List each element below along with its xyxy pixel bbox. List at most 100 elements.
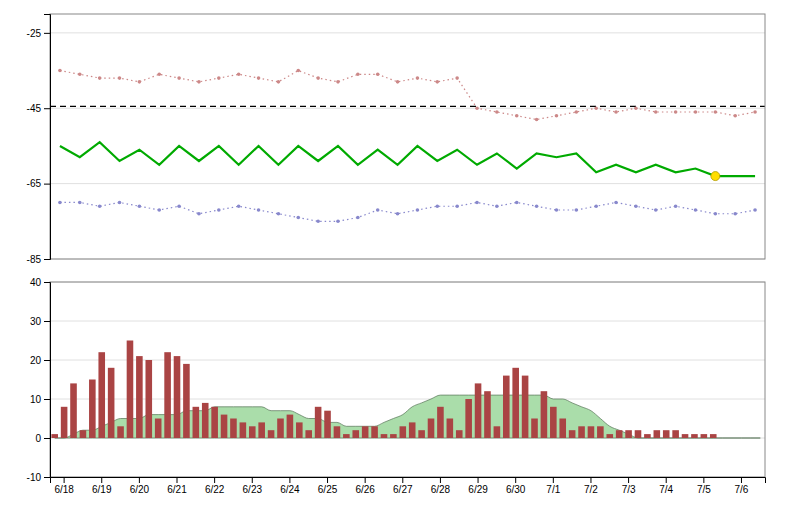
bar xyxy=(409,422,416,438)
x-tick-label: 6/24 xyxy=(280,484,300,495)
y-tick-mark xyxy=(44,399,50,400)
bar xyxy=(51,434,58,438)
bar xyxy=(588,426,595,438)
line-marker xyxy=(138,80,142,84)
bar xyxy=(258,422,265,438)
bar xyxy=(494,426,501,438)
line-marker xyxy=(495,204,499,208)
axis-domain xyxy=(44,283,51,478)
x-tick: 6/26 xyxy=(355,477,375,495)
bar xyxy=(701,434,708,438)
bar xyxy=(211,407,218,438)
bar xyxy=(315,407,322,438)
y-tick-label: 20 xyxy=(30,355,42,366)
x-tick: 6/24 xyxy=(280,477,300,495)
line-marker xyxy=(654,110,658,114)
line-marker xyxy=(674,204,678,208)
x-tick: 7/6 xyxy=(735,477,749,495)
y-tick-label: -10 xyxy=(27,472,42,483)
bar xyxy=(559,419,566,439)
line-marker xyxy=(594,106,598,110)
bar xyxy=(352,430,359,438)
bar xyxy=(447,419,454,439)
x-tick: 7/2 xyxy=(584,477,598,495)
line-marker xyxy=(177,76,181,80)
line-marker xyxy=(575,208,579,212)
bar xyxy=(550,407,557,438)
bar xyxy=(512,368,519,438)
line-marker xyxy=(753,110,757,114)
y-tick: 10 xyxy=(30,394,50,405)
bar xyxy=(287,415,294,438)
x-tick-mark xyxy=(741,477,742,483)
grid-line xyxy=(50,32,765,33)
line-marker xyxy=(98,204,102,208)
x-tick-mark xyxy=(553,477,554,483)
grid xyxy=(50,33,765,259)
y-axis: -85-65-45-25 xyxy=(27,15,51,265)
bar xyxy=(268,430,275,438)
grid xyxy=(50,282,765,477)
x-tick-label: 6/19 xyxy=(92,484,112,495)
bar xyxy=(428,419,435,439)
x-tick-label: 7/6 xyxy=(735,484,749,495)
line-marker xyxy=(217,76,221,80)
bar xyxy=(606,434,613,438)
line-marker xyxy=(118,201,122,205)
y-tick-label: 40 xyxy=(30,277,42,288)
bar xyxy=(748,438,755,439)
line-marker xyxy=(416,76,420,80)
line-marker xyxy=(435,204,439,208)
x-tick-label: 6/27 xyxy=(393,484,413,495)
y-tick-mark xyxy=(44,360,50,361)
bar xyxy=(437,407,444,438)
x-tick-label: 6/25 xyxy=(318,484,338,495)
bar xyxy=(343,434,350,438)
y-tick-mark xyxy=(44,282,50,283)
plot-frame xyxy=(50,282,765,477)
x-tick: 6/23 xyxy=(243,477,263,495)
x-tick-mark xyxy=(666,477,667,483)
x-tick: 7/3 xyxy=(622,477,636,495)
line-marker xyxy=(257,76,261,80)
bar xyxy=(682,434,689,438)
grid-line xyxy=(50,321,765,322)
x-tick-mark xyxy=(177,477,178,483)
bar xyxy=(418,430,425,438)
line-marker xyxy=(356,73,360,77)
line-marker xyxy=(575,110,579,114)
line-marker xyxy=(237,73,241,77)
y-tick-label: -45 xyxy=(27,103,42,114)
line-marker xyxy=(58,69,62,73)
bar xyxy=(569,430,576,438)
x-tick-mark xyxy=(139,477,140,483)
line-marker xyxy=(197,80,201,84)
x-tick-mark xyxy=(365,477,366,483)
line-marker xyxy=(515,114,519,118)
reference-line xyxy=(50,106,765,107)
line-marker xyxy=(455,76,459,80)
bar xyxy=(597,426,604,438)
bar xyxy=(98,352,105,438)
line-marker xyxy=(138,204,142,208)
line-marker xyxy=(58,201,62,205)
bar xyxy=(729,438,736,439)
y-tick: -85 xyxy=(27,254,50,265)
area xyxy=(55,395,761,438)
line xyxy=(60,142,755,176)
bar xyxy=(531,419,538,439)
line-marker xyxy=(733,212,737,216)
line-marker xyxy=(277,212,281,216)
bar xyxy=(578,426,585,438)
bar xyxy=(296,422,303,438)
line-marker xyxy=(157,73,161,77)
line-marker xyxy=(356,216,360,220)
grid-line xyxy=(50,360,765,361)
y-tick: -25 xyxy=(27,28,50,39)
line xyxy=(60,202,755,221)
line-marker xyxy=(316,76,320,80)
line-marker xyxy=(177,204,181,208)
x-tick-mark xyxy=(214,477,215,483)
y-tick-label: 30 xyxy=(30,316,42,327)
bar xyxy=(456,430,463,438)
